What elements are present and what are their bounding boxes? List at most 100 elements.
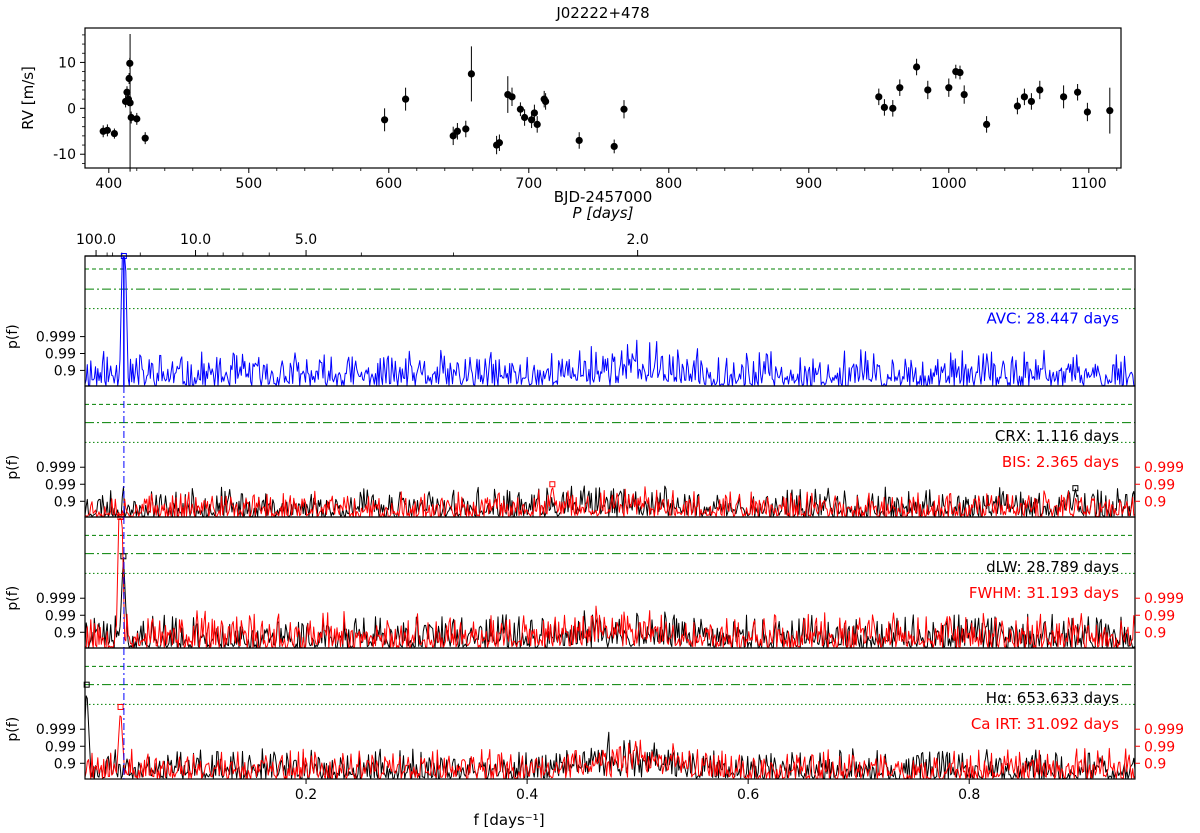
rv-point xyxy=(1106,107,1114,115)
rv-title: J02222+478 xyxy=(555,4,649,22)
ytick-right-label: 0.999 xyxy=(1144,722,1184,738)
peak-label: dLW: 28.789 days xyxy=(986,558,1119,576)
rv-point xyxy=(530,109,539,117)
ytick-right-label: 0.99 xyxy=(1144,477,1175,493)
rv-point xyxy=(983,120,991,128)
rv-point xyxy=(381,116,389,124)
rv-point xyxy=(462,125,470,133)
peak-label: CRX: 1.116 days xyxy=(995,427,1119,445)
rv-point xyxy=(533,120,541,128)
ytick-right-label: 0.99 xyxy=(1144,739,1175,755)
peak-marker xyxy=(83,681,90,688)
rv-point xyxy=(126,99,134,107)
rv-xtick-label: 600 xyxy=(375,176,402,192)
rv-point xyxy=(1027,97,1035,106)
rv-point xyxy=(945,84,953,92)
panel-frame xyxy=(84,647,1136,780)
rv-xtick-label: 900 xyxy=(795,176,822,192)
ytick-label: 0.99 xyxy=(45,347,76,363)
ytick-right-label: 0.999 xyxy=(1144,591,1184,607)
rv-xtick-label: 700 xyxy=(515,176,542,192)
peak-marker xyxy=(1072,485,1079,492)
rv-ytick-label: 0 xyxy=(67,101,76,117)
ytick-right-label: 0.999 xyxy=(1144,460,1184,476)
rv-point xyxy=(103,126,111,134)
xtick-label: 0.2 xyxy=(295,787,317,803)
rv-ytick-label: -10 xyxy=(53,147,76,163)
rv-panel: J02222+478 BJD-2457000 RV [m/s] 400 500 60… xyxy=(19,4,1122,206)
rv-point xyxy=(542,97,550,106)
ytick-label: 0.9 xyxy=(54,494,76,510)
rv-xtick-label: 500 xyxy=(235,176,262,192)
rv-xtick-label: 1000 xyxy=(931,176,967,192)
rv-point xyxy=(453,127,461,135)
rv-point xyxy=(125,74,133,83)
peak-label: AVC: 28.447 days xyxy=(986,310,1119,328)
top-axis-tick-label: 100.0 xyxy=(76,232,116,248)
periodogram-series xyxy=(84,558,1136,649)
rv-point xyxy=(896,84,904,92)
periodogram-series xyxy=(84,256,1136,387)
rv-point xyxy=(610,142,618,151)
rv-point xyxy=(924,86,932,94)
rv-point xyxy=(1060,93,1068,101)
rv-point xyxy=(956,68,964,77)
periodogram-ylabel: p(f) xyxy=(5,455,21,480)
ytick-label: 0.9 xyxy=(54,625,76,641)
ytick-right-label: 0.9 xyxy=(1144,494,1166,510)
top-axis-tick-label: 2.0 xyxy=(626,232,648,248)
rv-plot-frame xyxy=(84,27,1122,169)
ytick-label: 0.999 xyxy=(36,330,76,346)
peak-marker xyxy=(549,481,556,488)
rv-xtick-label: 400 xyxy=(95,176,122,192)
rv-point xyxy=(123,88,131,96)
rv-point xyxy=(889,104,897,112)
ytick-right-label: 0.9 xyxy=(1144,756,1166,772)
peak-label: BIS: 2.365 days xyxy=(1002,453,1119,471)
peak-label: Ca IRT: 31.092 days xyxy=(971,715,1119,733)
rv-point xyxy=(449,132,457,140)
rv-point xyxy=(141,134,149,142)
rv-ylabel: RV [m/s] xyxy=(19,66,37,130)
rv-point xyxy=(913,63,921,71)
ytick-label: 0.9 xyxy=(54,363,76,379)
rv-point xyxy=(467,70,475,78)
rv-point xyxy=(516,105,525,113)
periodogram-xlabel: f [days⁻¹] xyxy=(473,811,544,829)
rv-xtick-label: 800 xyxy=(655,176,682,192)
rv-point xyxy=(620,105,628,113)
ytick-label: 0.999 xyxy=(36,591,76,607)
xtick-label: 0.6 xyxy=(737,787,759,803)
rv-point xyxy=(1074,88,1082,96)
periodogram-series xyxy=(84,517,1136,649)
periodogram-series xyxy=(84,486,1136,518)
ytick-label: 0.999 xyxy=(36,722,76,738)
peak-label: FWHM: 31.193 days xyxy=(969,584,1119,602)
peak-marker xyxy=(117,703,124,710)
rv-point xyxy=(575,136,583,145)
ytick-label: 0.99 xyxy=(45,477,76,493)
rv-point xyxy=(1083,108,1091,116)
periodogram-frame: P [days] f [days⁻¹] xyxy=(473,204,633,829)
xtick-label: 0.8 xyxy=(958,787,980,803)
ytick-label: 0.99 xyxy=(45,608,76,624)
rv-xtick-label: 1100 xyxy=(1071,176,1107,192)
ytick-label: 0.999 xyxy=(36,460,76,476)
periodogram-ylabel: p(f) xyxy=(5,586,21,611)
ytick-label: 0.9 xyxy=(54,756,76,772)
rv-point xyxy=(521,113,529,122)
top-axis-tick-label: 5.0 xyxy=(295,232,317,248)
rv-point xyxy=(127,113,135,122)
rv-point xyxy=(1020,93,1028,101)
rv-point xyxy=(133,115,141,123)
rv-point xyxy=(960,90,968,99)
peak-label: Hα: 653.633 days xyxy=(986,689,1119,707)
rv-point xyxy=(528,116,536,124)
rv-point xyxy=(508,93,516,101)
ytick-right-label: 0.9 xyxy=(1144,625,1166,641)
